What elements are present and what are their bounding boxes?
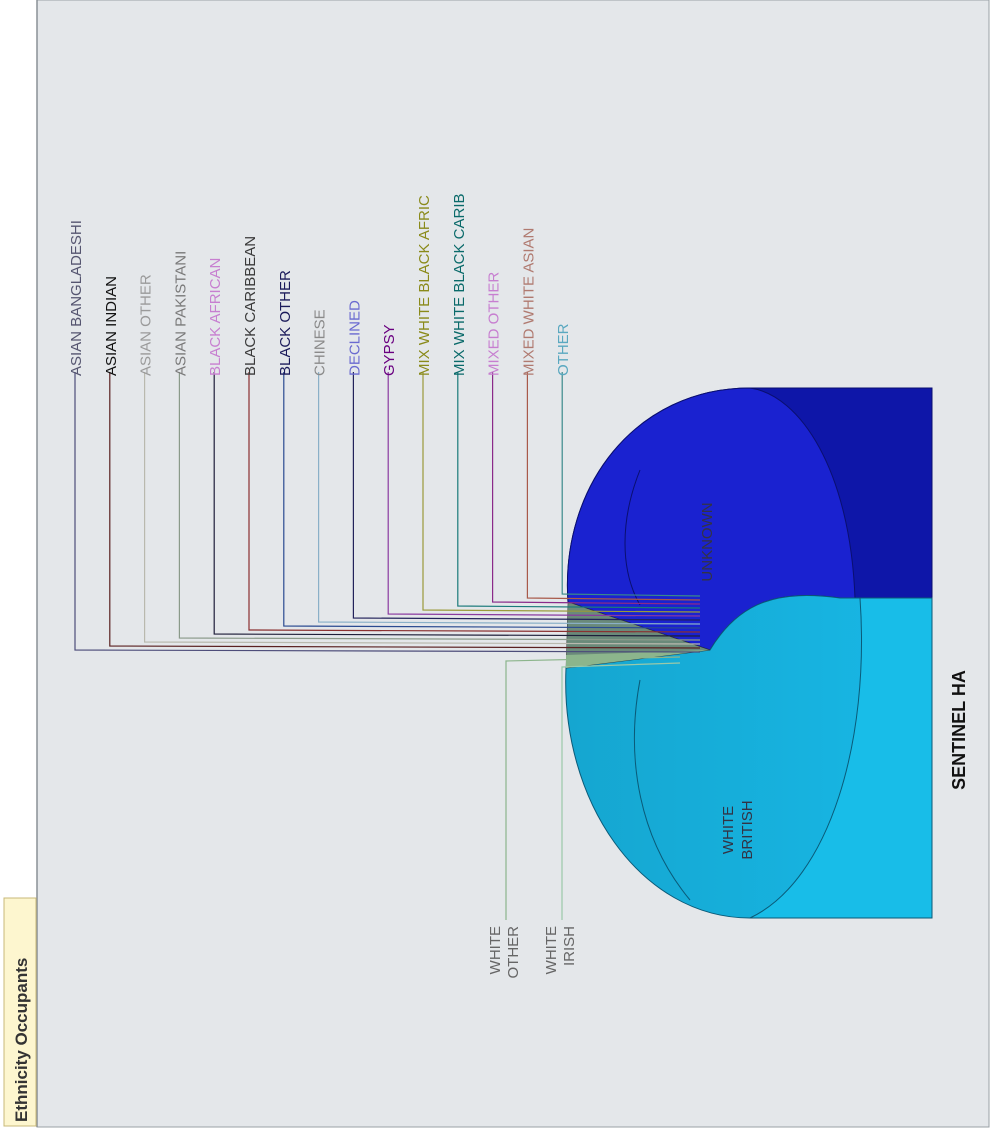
slice-label-asian-indian: ASIAN INDIAN <box>103 276 120 376</box>
tab-ethnicity-occupants[interactable]: Ethnicity Occupants <box>3 897 37 1127</box>
leader-line-mix-white-black-afric <box>422 372 701 613</box>
slice-label-white-irish-line2: IRISH <box>561 926 578 966</box>
tab-label: Ethnicity Occupants <box>12 958 31 1122</box>
slice-label-white-other-line1: WHITE <box>487 926 504 974</box>
leader-line-asian-pakistani <box>178 372 701 641</box>
leader-line-chinese <box>318 372 701 625</box>
leader-line-mixed-other <box>492 372 701 605</box>
pie-slice-white-british-edge <box>633 679 691 901</box>
slice-label-asian-pakistani: ASIAN PAKISTANI <box>172 251 189 376</box>
slice-label-white-irish-line1: WHITE <box>543 926 560 974</box>
leader-line-black-african <box>213 372 701 637</box>
leader-line-gypsy <box>387 372 701 617</box>
leader-line-asian-indian <box>109 372 701 649</box>
slice-label-white-british: WHITE BRITISH <box>720 800 756 859</box>
pie-slice-white-british-rim <box>749 597 933 919</box>
leader-line-black-other <box>283 372 701 629</box>
slice-label-declined: DECLINED <box>346 300 363 376</box>
leader-lines <box>74 372 701 920</box>
leader-line-declined <box>352 372 701 621</box>
slice-label-mixed-other: MIXED OTHER <box>486 272 503 376</box>
slice-label-white-british-line1: WHITE <box>720 806 737 854</box>
slice-label-white-other: WHITE OTHER <box>487 926 522 979</box>
slice-label-gypsy: GYPSY <box>381 324 398 376</box>
slice-label-asian-bangladeshi: ASIAN BANGLADESHI <box>68 220 85 376</box>
leader-line-other <box>561 372 701 597</box>
slice-label-white-other-line2: OTHER <box>505 926 522 979</box>
pie-body <box>565 387 933 919</box>
leader-line-asian-other <box>144 372 701 645</box>
slice-label-black-caribbean: BLACK CARIBBEAN <box>242 236 259 376</box>
slice-label-mixed-white-asian: MIXED WHITE ASIAN <box>520 228 537 376</box>
slice-label-white-british-line2: BRITISH <box>739 800 756 859</box>
slice-label-black-other: BLACK OTHER <box>277 270 294 376</box>
slice-label-chinese: CHINESE <box>312 309 329 376</box>
slice-label-unknown: UNKNOWN <box>699 502 716 581</box>
pie-slice-unknown-edge <box>624 469 641 606</box>
slice-label-mix-white-black-carib: MIX WHITE BLACK CARIB <box>451 193 468 376</box>
leader-line-black-caribbean <box>248 372 701 633</box>
leader-line-mixed-white-asian <box>526 372 701 601</box>
slice-label-black-african: BLACK AFRICAN <box>207 258 224 376</box>
leader-line-white-other <box>505 656 681 920</box>
chart-title: SENTINEL HA <box>949 670 969 790</box>
slice-label-white-irish: WHITE IRISH <box>543 926 578 974</box>
slice-label-asian-other: ASIAN OTHER <box>138 274 155 376</box>
leader-line-asian-bangladeshi <box>74 372 701 653</box>
slice-label-mix-white-black-afric: MIX WHITE BLACK AFRIC <box>416 195 433 376</box>
leader-line-white-irish <box>561 662 681 920</box>
slice-labels: ASIAN BANGLADESHI ASIAN INDIAN ASIAN OTHER… <box>68 193 578 978</box>
slice-label-other: OTHER <box>555 323 572 376</box>
leader-line-mix-white-black-carib <box>457 372 701 609</box>
pie-slice-white-other <box>566 650 710 668</box>
